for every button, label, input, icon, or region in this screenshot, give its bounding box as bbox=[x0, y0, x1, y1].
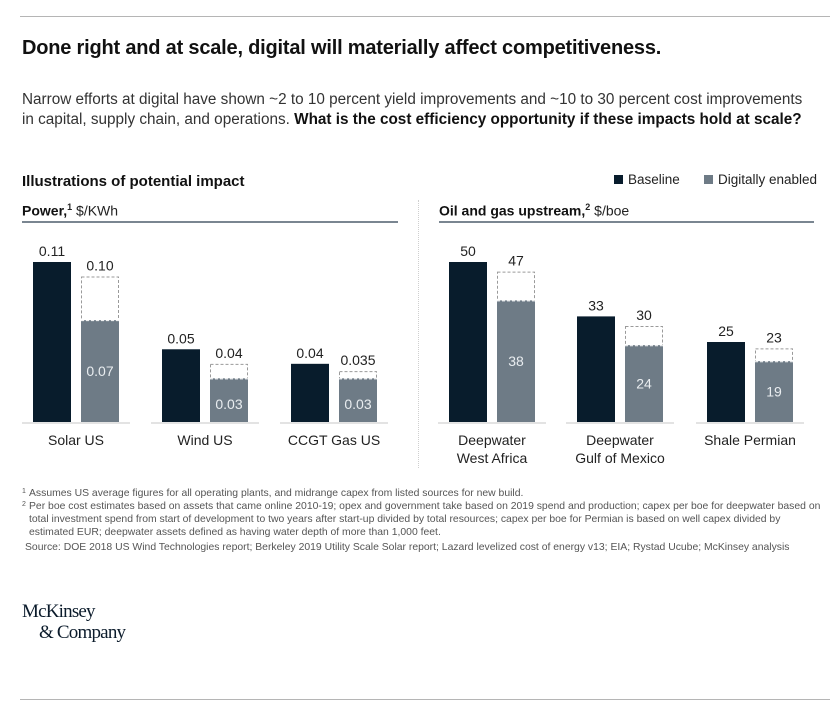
power-label-baseline: 0.11 bbox=[39, 243, 65, 259]
oilgas-bar-digital bbox=[497, 300, 535, 422]
subtitle-regular: Narrow efforts at digital have shown ~2 … bbox=[22, 91, 803, 128]
legend-swatch-digital bbox=[704, 175, 713, 184]
oilgas-bar-upper-range bbox=[625, 326, 663, 347]
power-bar-baseline bbox=[33, 262, 71, 422]
power-label-digital: 0.03 bbox=[215, 396, 242, 412]
oilgas-bar-digital bbox=[625, 345, 663, 422]
power-chart-header: Power,1 $/KWh bbox=[22, 202, 398, 223]
power-bar-upper-range bbox=[210, 363, 248, 380]
power-category-label: Solar US bbox=[48, 432, 104, 448]
power-label-upper-range: 0.04 bbox=[215, 345, 242, 361]
power-category-label: CCGT Gas US bbox=[288, 432, 380, 448]
logo-line-1: McKinsey bbox=[22, 601, 96, 622]
oilgas-bar-baseline bbox=[577, 316, 615, 422]
oilgas-footnote-marker: 2 bbox=[585, 202, 591, 212]
oilgas-label-digital: 38 bbox=[508, 353, 524, 369]
power-label-baseline: 0.04 bbox=[296, 345, 323, 361]
power-bar-digital bbox=[210, 378, 248, 422]
power-label-digital: 0.07 bbox=[86, 363, 113, 379]
oilgas-bar-digital bbox=[755, 361, 793, 422]
power-bar-digital bbox=[81, 320, 119, 422]
oilgas-category-label: West Africa bbox=[457, 450, 528, 466]
footnote-2-marker: 2 bbox=[22, 501, 26, 508]
legend-label-baseline: Baseline bbox=[628, 172, 680, 187]
power-label-upper-range: 0.10 bbox=[86, 258, 113, 274]
power-bar-upper-range bbox=[339, 371, 377, 380]
oilgas-label-upper-range: 30 bbox=[636, 307, 652, 323]
mckinsey-logo: McKinsey & Company bbox=[22, 601, 126, 643]
power-bar-digital bbox=[339, 378, 377, 422]
oilgas-category-label: Shale Permian bbox=[704, 432, 796, 448]
footnote-1-marker: 1 bbox=[22, 488, 26, 495]
oilgas-label-digital: 19 bbox=[766, 384, 782, 400]
footnote-2-text: Per boe cost estimates based on assets t… bbox=[29, 501, 821, 538]
oilgas-chart-title: Oil and gas upstream, bbox=[439, 202, 586, 219]
power-footnote-marker: 1 bbox=[67, 202, 73, 212]
oilgas-category-label: Deepwater bbox=[458, 432, 526, 448]
oilgas-label-baseline: 50 bbox=[460, 243, 476, 259]
legend-item-baseline: Baseline bbox=[614, 172, 680, 187]
oilgas-category-label: Deepwater bbox=[586, 432, 654, 448]
oilgas-chart-unit: $/boe bbox=[594, 202, 630, 219]
power-bar-baseline bbox=[162, 349, 200, 422]
oilgas-label-upper-range: 23 bbox=[766, 329, 782, 345]
page-title: Done right and at scale, digital will ma… bbox=[22, 37, 662, 59]
footnotes: 1 Assumes US average figures for all oper… bbox=[22, 487, 822, 554]
power-bar-upper-range bbox=[81, 276, 119, 322]
power-chart-title: Power, bbox=[22, 202, 68, 219]
subtitle: Narrow efforts at digital have shown ~2 … bbox=[22, 90, 812, 130]
oilgas-label-baseline: 25 bbox=[718, 323, 734, 339]
oilgas-category-label: Gulf of Mexico bbox=[575, 450, 665, 466]
oilgas-bar-upper-range bbox=[497, 271, 535, 302]
chart-divider bbox=[418, 200, 419, 468]
top-rule bbox=[20, 16, 830, 17]
subtitle-bold: What is the cost efficiency opportunity … bbox=[294, 111, 802, 128]
footnote-2: 2 Per boe cost estimates based on assets … bbox=[22, 500, 822, 539]
footnote-1-text: Assumes US average figures for all opera… bbox=[29, 488, 524, 499]
power-label-upper-range: 0.035 bbox=[340, 352, 375, 368]
power-chart-unit: $/KWh bbox=[76, 202, 119, 219]
oilgas-bar-baseline bbox=[707, 342, 745, 422]
oilgas-bar-upper-range bbox=[755, 348, 793, 363]
oilgas-label-baseline: 33 bbox=[588, 297, 604, 313]
oilgas-label-digital: 24 bbox=[636, 376, 652, 392]
legend-item-digital: Digitally enabled bbox=[704, 172, 817, 187]
oilgas-bar-baseline bbox=[449, 262, 487, 422]
power-label-baseline: 0.05 bbox=[167, 330, 194, 346]
legend-label-digital: Digitally enabled bbox=[718, 172, 818, 187]
logo-line-2: & Company bbox=[39, 622, 126, 643]
power-bar-baseline bbox=[291, 363, 329, 422]
bottom-rule bbox=[20, 699, 830, 700]
source-note: Source: DOE 2018 US Wind Technologies re… bbox=[25, 542, 790, 553]
power-label-digital: 0.03 bbox=[344, 396, 371, 412]
footnote-1: 1 Assumes US average figures for all oper… bbox=[22, 487, 822, 500]
oilgas-chart-header: Oil and gas upstream,2 $/boe bbox=[439, 202, 814, 223]
oilgas-label-upper-range: 47 bbox=[508, 253, 524, 269]
power-category-label: Wind US bbox=[177, 432, 232, 448]
legend-swatch-baseline bbox=[614, 175, 623, 184]
section-title: Illustrations of potential impact bbox=[22, 173, 245, 190]
